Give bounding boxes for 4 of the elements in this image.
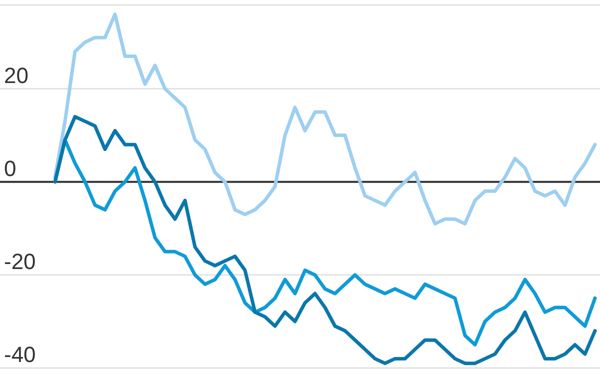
y-tick-label: -40: [4, 342, 36, 367]
y-tick-label: -20: [4, 248, 36, 274]
y-tick-label: 0: [4, 156, 16, 181]
y-tick-label: 20: [4, 62, 28, 88]
